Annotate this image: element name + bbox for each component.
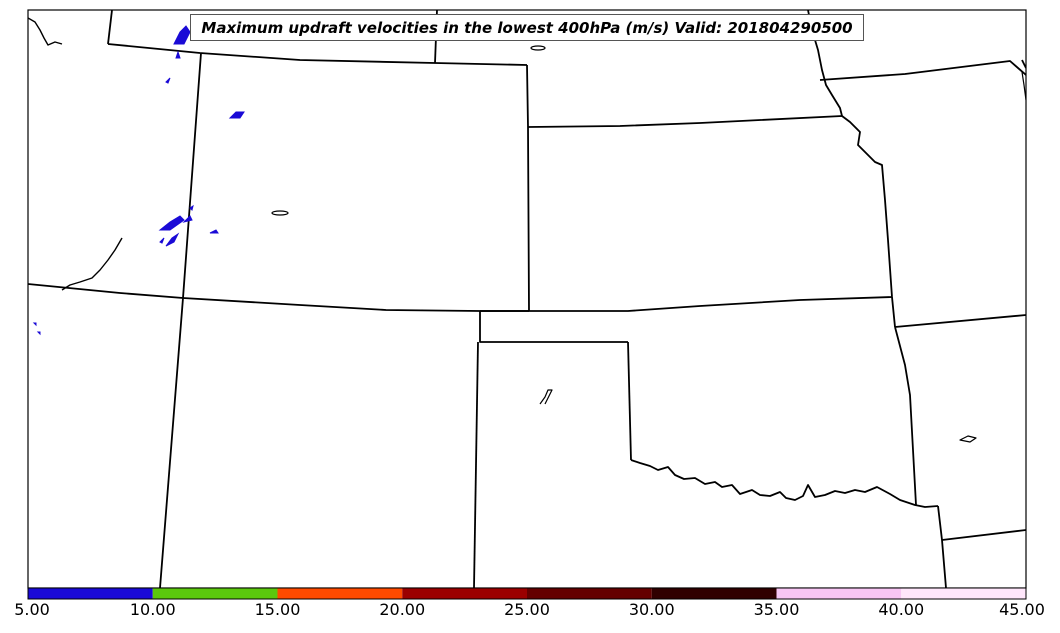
state-boundary-oklahoma-arkansas — [894, 326, 917, 506]
colorbar-segment-1 — [152, 588, 278, 599]
colorbar-tick-label: 40.00 — [878, 600, 925, 619]
colorbar-frame — [27, 587, 1027, 600]
updraft-cell — [159, 237, 165, 244]
lake-outline — [539, 389, 553, 405]
state-boundary-texas-panhandle — [627, 341, 632, 461]
colorbar-segment-0 — [28, 588, 153, 599]
state-boundary-colorado-new-mexico — [479, 311, 628, 343]
state-boundary-idaho-wyoming — [107, 10, 113, 45]
updraft-cell — [228, 111, 245, 119]
colorbar — [27, 587, 1027, 600]
lake-outline — [530, 45, 546, 51]
updraft-cell — [209, 229, 219, 234]
updraft-cell — [173, 25, 191, 45]
state-boundary-iowa-missouri — [819, 60, 1026, 81]
colorbar-segment-6 — [776, 588, 902, 599]
colorbar-tick-label: 25.00 — [504, 600, 550, 619]
state-boundary-colorado-kansas-north — [527, 115, 843, 128]
state-boundary-wy-ne-north — [107, 43, 528, 66]
state-boundary-wyoming-west — [159, 52, 202, 588]
updraft-cell — [158, 215, 185, 231]
state-boundary-kansas-missouri — [841, 115, 896, 328]
updraft-contours — [32, 25, 245, 336]
colorbar-segment-7 — [901, 588, 1026, 599]
updraft-cell — [182, 215, 193, 223]
red-river-boundary — [630, 459, 939, 508]
state-boundary-arkansas-louisiana — [941, 529, 1026, 541]
updraft-cell — [165, 77, 171, 84]
updraft-cell — [36, 331, 41, 336]
lake-outline — [1021, 71, 1026, 101]
colorbar-tick-label: 30.00 — [628, 600, 675, 619]
colorbar-tick-label: 5.00 — [14, 600, 50, 619]
colorbar-tick-label: 20.00 — [379, 600, 426, 619]
updraft-cell — [189, 204, 194, 211]
colorbar-segment-3 — [402, 588, 527, 599]
great-salt-lake-shore — [28, 17, 63, 46]
colorbar-segment-2 — [277, 588, 403, 599]
utah-lake-shore — [61, 237, 123, 291]
state-boundary-missouri-arkansas — [894, 314, 1026, 328]
updraft-cell — [165, 232, 180, 247]
updraft-cell — [32, 322, 37, 327]
map-title: Maximum updraft velocities in the lowest… — [190, 14, 864, 41]
updraft-cell — [175, 50, 181, 59]
state-boundary-new-mexico-east — [473, 341, 479, 588]
colorbar-tick-label: 45.00 — [999, 600, 1045, 619]
lake-outline — [959, 435, 977, 443]
colorbar-tick-label: 10.00 — [129, 600, 176, 619]
colorbar-tick-label: 15.00 — [254, 600, 301, 619]
colorbar-tick-label: 35.00 — [753, 600, 800, 619]
colorbar-segment-5 — [651, 588, 777, 599]
state-boundary-iowa-north — [1021, 59, 1026, 69]
colorbar-segment-4 — [527, 588, 652, 599]
lake-outline — [271, 210, 289, 216]
state-boundary-kansas-north — [480, 296, 893, 312]
